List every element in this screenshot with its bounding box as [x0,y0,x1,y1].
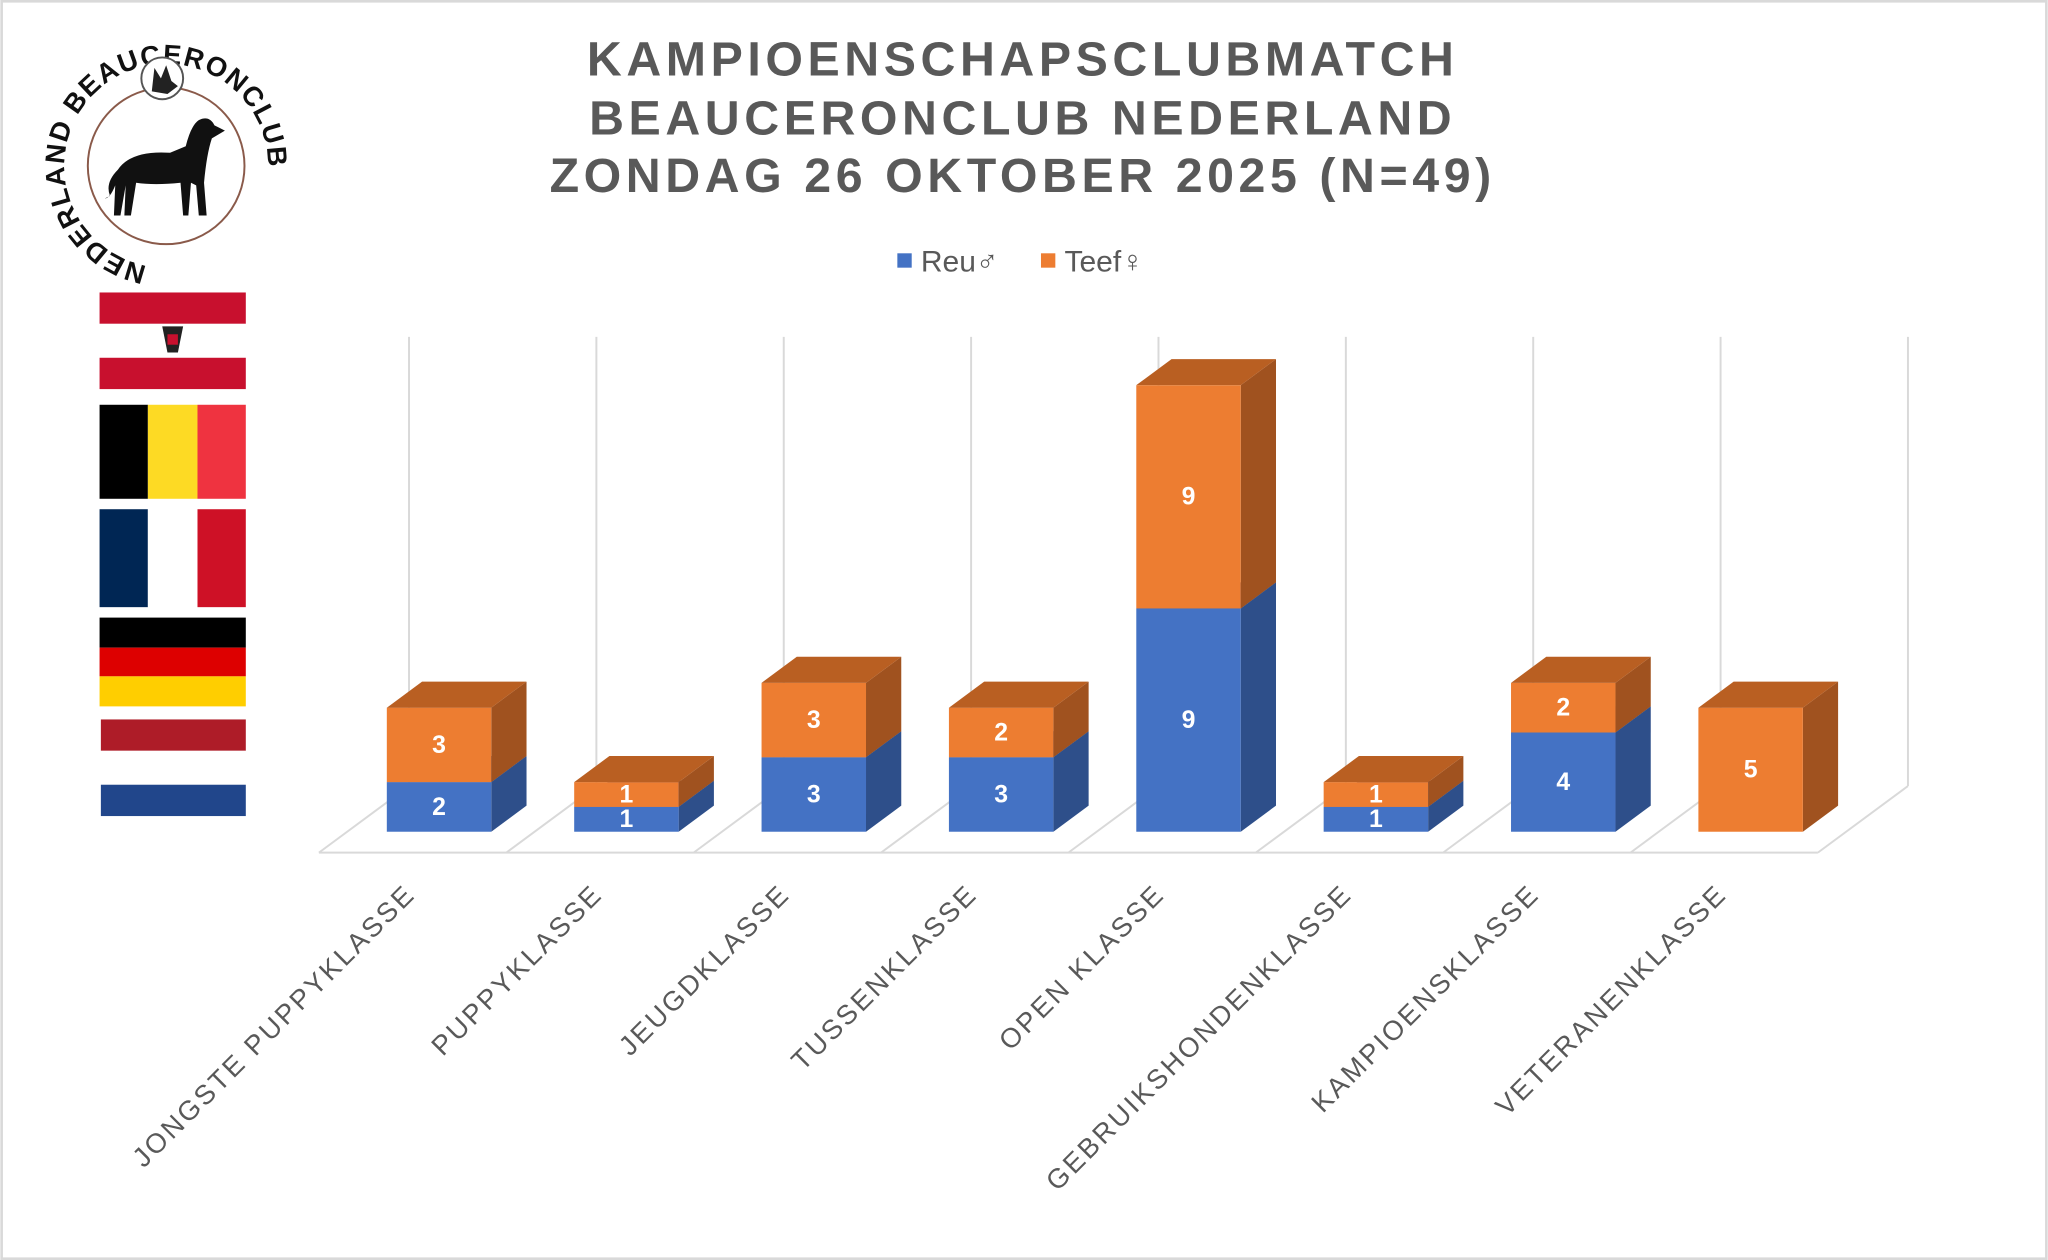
bar-front [761,682,867,758]
bar-segment-reu: 9 [1136,582,1276,832]
bar-front [1136,608,1241,832]
bar-side [678,780,714,832]
data-label: 2 [994,719,1008,746]
bar-top [1323,756,1464,783]
bar-side [1053,731,1089,832]
bar-top [574,756,714,783]
bar-front [574,782,679,807]
bar-segment-teef: 3 [386,681,527,783]
data-label: 3 [432,732,446,759]
data-label: 1 [1369,806,1383,833]
flag-austria [99,292,246,390]
bar-side [1802,681,1839,832]
floor-line [1817,785,1909,854]
bar-side [491,681,527,783]
bar-top [386,681,527,708]
bar-top [1511,656,1651,683]
data-label: 9 [1182,707,1196,734]
bar-side [1428,780,1464,832]
legend-label-reu: Reu♂ [921,246,999,279]
bar-segment-teef: 2 [948,681,1089,758]
legend-swatch-teef [1040,253,1056,268]
legend-swatch-reu [897,253,912,268]
bar-front [1323,806,1429,832]
flag-belgium [99,404,246,499]
bar-segment-teef: 1 [574,756,714,808]
bar-front [948,707,1054,758]
data-label: 1 [1369,781,1383,808]
data-label: 1 [620,806,634,833]
bar-side [866,656,902,758]
data-label: 3 [807,781,821,808]
dog-silhouette-icon [104,118,225,216]
bar-segment-teef: 9 [1136,359,1276,609]
flag-france [99,509,246,608]
bar-side [1615,706,1651,832]
bar-side [1053,681,1089,758]
bar-side [1240,359,1276,609]
bar-front [1698,707,1803,832]
chart-title-line-1: KAMPIOENSCHAPSCLUBMATCH [587,33,1459,87]
bar-top [1698,681,1839,708]
data-label: 3 [994,781,1008,808]
bar-top [1136,359,1276,386]
bar-front [1511,682,1616,733]
data-label: 2 [432,794,446,821]
bar-segment-teef: 2 [1511,656,1651,733]
bar-top [761,656,902,683]
bar-front [761,757,867,832]
bar-side [491,756,527,832]
data-label: 3 [807,707,821,734]
chart-title-line-2: BEAUCERONCLUB NEDERLAND [589,91,1456,145]
bar-side [866,731,902,832]
flag-germany [99,617,246,707]
bar-front [1136,385,1241,609]
bar-front [386,707,492,783]
bar-segment-teef: 1 [1323,756,1464,808]
bar-front [574,806,679,832]
bar-segment-teef: 5 [1698,681,1839,832]
flag-netherlands [100,719,246,817]
bar-front [386,782,492,832]
bar-side [678,756,714,807]
data-label: 1 [620,781,634,808]
chart-title-line-3: ZONDAG 26 OKTOBER 2025 (N=49) [550,149,1496,203]
bar-front [948,757,1054,832]
legend: Reu♂ Teef♀ [897,246,1144,279]
bar-side [1428,756,1464,807]
data-label: 9 [1182,484,1196,511]
data-label: 2 [1556,695,1570,722]
bar-front [1323,782,1429,807]
bar-side [1615,656,1651,733]
legend-label-teef: Teef♀ [1064,246,1143,279]
bar-segment-teef: 3 [761,656,902,758]
bar-side [1240,582,1276,832]
bar-top [948,681,1089,708]
bar-front [1511,732,1616,832]
data-label: 5 [1744,757,1758,784]
data-label: 4 [1556,769,1570,796]
